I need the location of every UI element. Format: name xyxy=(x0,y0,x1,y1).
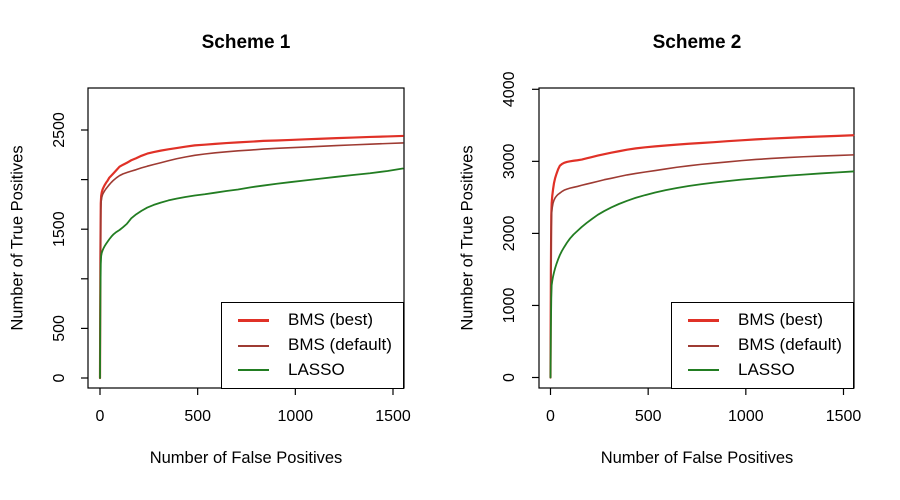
chart1-y-tick-label: 500 xyxy=(51,315,68,342)
chart1-y-tick-label: 1500 xyxy=(51,211,68,247)
legend-line-swatch xyxy=(688,369,719,372)
legend-entry-label: LASSO xyxy=(738,359,795,379)
legend-entry: BMS (default) xyxy=(238,335,403,355)
legend-entry-label: BMS (best) xyxy=(288,310,374,330)
chart1-x-tick-label: 0 xyxy=(96,408,105,425)
chart2-y-tick-label: 3000 xyxy=(501,143,518,179)
legend-entry: BMS (best) xyxy=(238,311,403,330)
legend-entry-label: BMS (default) xyxy=(738,335,842,355)
chart1-series-line-bms-default xyxy=(99,142,404,379)
chart2-x-tick-label: 1000 xyxy=(728,408,764,425)
legend-line-swatch xyxy=(238,369,269,372)
chart1-xaxis-label: Number of False Positives xyxy=(149,449,343,467)
legend-entry: LASSO xyxy=(238,359,403,380)
legend-entry-label: LASSO xyxy=(288,359,345,379)
chart1-series-line-bms-best xyxy=(98,134,404,380)
chart1-x-tick-label: 1500 xyxy=(375,408,411,425)
chart2-series-line-lasso xyxy=(549,170,855,379)
chart2-y-tick-label: 1000 xyxy=(501,288,518,324)
chart2-y-tick-label: 2000 xyxy=(501,216,518,252)
chart2-x-tick-label: 1500 xyxy=(826,408,862,425)
chart2-xaxis-label: Number of False Positives xyxy=(600,449,794,467)
legend-entry: BMS (default) xyxy=(688,335,853,355)
chart2-x-tick-label: 500 xyxy=(635,408,662,425)
legend-line-swatch xyxy=(688,344,719,347)
chart1-series-line-lasso xyxy=(99,167,404,379)
legend-entry-label: BMS (best) xyxy=(738,310,824,330)
legend-line-swatch xyxy=(688,319,719,323)
chart2-y-tick-label: 0 xyxy=(501,373,518,382)
chart1-y-tick-label: 0 xyxy=(51,373,68,382)
legend-entry-label: BMS (default) xyxy=(288,335,392,355)
chart2-series-line-bms-default xyxy=(549,154,855,379)
chart2-legend: BMS (best) BMS (default) LASSO xyxy=(671,302,854,389)
chart1-title: Scheme 1 xyxy=(201,32,291,53)
chart1-legend: BMS (best) BMS (default) LASSO xyxy=(221,302,404,389)
legend-entry: BMS (best) xyxy=(688,311,853,330)
legend-line-swatch xyxy=(238,344,269,347)
chart2-series-line-bms-best xyxy=(549,134,855,379)
chart1-x-tick-label: 500 xyxy=(184,408,211,425)
chart1-x-tick-label: 1000 xyxy=(278,408,314,425)
chart2-x-tick-label: 0 xyxy=(546,408,555,425)
legend-line-swatch xyxy=(238,319,269,323)
chart2-title: Scheme 2 xyxy=(652,32,742,53)
chart1-y-tick-label: 2500 xyxy=(51,112,68,148)
chart2-y-tick-label: 4000 xyxy=(501,71,518,107)
legend-entry: LASSO xyxy=(688,359,853,380)
